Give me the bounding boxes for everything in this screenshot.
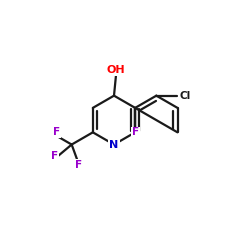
Text: Cl: Cl <box>179 91 190 101</box>
Text: F: F <box>75 160 82 170</box>
Text: F: F <box>53 127 60 137</box>
Text: F: F <box>51 151 58 161</box>
Text: F: F <box>132 127 139 137</box>
Text: N: N <box>110 140 119 149</box>
Text: OH: OH <box>107 65 125 75</box>
